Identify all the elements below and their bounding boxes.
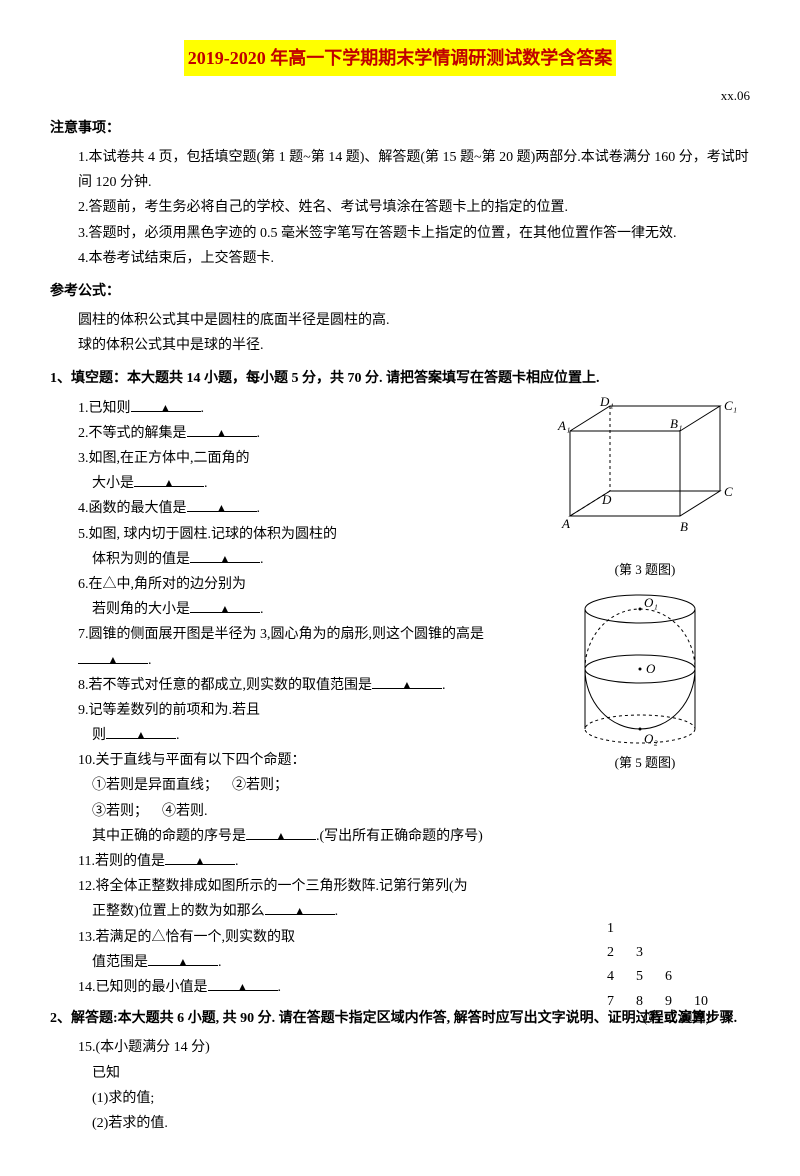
blank-icon — [246, 826, 316, 840]
label-A1: A₁ — [557, 418, 570, 433]
q3b-text: 大小是 — [92, 476, 134, 491]
tri-cell: 3 — [626, 942, 653, 964]
blank-icon — [190, 599, 260, 613]
label-A: A — [561, 516, 570, 531]
tri-cell: 1 — [597, 918, 624, 940]
q6a: 6.在△中,角所对的边分别为 — [50, 572, 530, 597]
q6b-text: 若则角的大小是 — [92, 602, 190, 617]
q6b: 若则角的大小是. — [50, 597, 530, 622]
q12a: 12.将全体正整数排成如图所示的一个三角形数阵.记第行第列(为 — [50, 874, 530, 899]
label-C1: C₁ — [724, 398, 737, 413]
date-tag: xx.06 — [50, 84, 750, 107]
q10b: ①若则是异面直线； ②若则； — [50, 773, 530, 798]
q14: 14.已知则的最小值是. — [50, 975, 530, 1000]
label-O1: O₁ — [644, 595, 658, 610]
q9b-text: 则 — [92, 728, 106, 743]
q5a: 5.如图, 球内切于圆柱.记球的体积为圆柱的 — [50, 522, 530, 547]
blank-icon — [265, 901, 335, 915]
notice-1: 1.本试卷共 4 页，包括填空题(第 1 题~第 14 题)、解答题(第 15 … — [50, 145, 750, 195]
q4-text: 4.函数的最大值是 — [78, 501, 187, 516]
q7-text: 7.圆锥的侧面展开图是半径为 3,圆心角为的扇形,则这个圆锥的高是 — [78, 627, 484, 642]
q10b1-text: ①若则是异面直线； — [92, 778, 218, 793]
tri-cell: 2 — [597, 942, 624, 964]
q11-text: 11.若则的值是 — [78, 854, 165, 869]
notice-3: 3.答题时，必须用黑色字迹的 0.5 毫米签字笔写在答题卡上指定的位置，在其他位… — [50, 221, 750, 246]
q1-text: 1.已知则 — [78, 401, 131, 416]
q10d-text: .(写出所有正确命题的序号) — [316, 829, 483, 844]
q12b-text: 正整数)位置上的数为如那么 — [92, 904, 265, 919]
tri-cell: 4 — [597, 966, 624, 988]
notice-2: 2.答题前，考生务必将自己的学校、姓名、考试号填涂在答题卡上的指定的位置. — [50, 195, 750, 220]
label-B1: B₁ — [670, 416, 682, 431]
q10b-row2: ③若则； ④若则. — [50, 799, 530, 824]
q4: 4.函数的最大值是. — [50, 496, 530, 521]
blank-icon — [106, 725, 176, 739]
q9b: 则. — [50, 723, 530, 748]
blank-icon — [372, 675, 442, 689]
q10c: 其中正确的命题的序号是 .(写出所有正确命题的序号) — [50, 824, 530, 849]
label-C: C — [724, 484, 733, 499]
blank-icon — [78, 650, 148, 664]
formula-2: 球的体积公式其中是球的半径. — [50, 333, 750, 358]
q15b: 已知 — [50, 1061, 750, 1086]
fig5-caption: (第 5 题图) — [540, 751, 750, 774]
q2-text: 2.不等式的解集是 — [78, 426, 187, 441]
q9a: 9.记等差数列的前项和为.若且 — [50, 698, 530, 723]
cube-figure: A B C D A₁ B₁ C₁ D₁ — [540, 396, 740, 556]
q3a: 3.如图,在正方体中,二面角的 — [50, 446, 530, 471]
q15d: (2)若求的值. — [50, 1111, 750, 1136]
notice-heading: 注意事项： — [50, 116, 750, 141]
q8-text: 8.若不等式对任意的都成立,则实数的取值范围是 — [78, 678, 372, 693]
q13b: 值范围是. — [50, 950, 530, 975]
blank-icon — [148, 952, 218, 966]
q13a: 13.若满足的△恰有一个,则实数的取 — [50, 925, 530, 950]
q3b: 大小是. — [50, 471, 530, 496]
cylinder-figure: O O₁ O₂ — [560, 589, 740, 749]
q7: 7.圆锥的侧面展开图是半径为 3,圆心角为的扇形,则这个圆锥的高是. — [50, 622, 530, 672]
tri-cell: 7 — [597, 991, 624, 1013]
blank-icon — [134, 473, 204, 487]
fig3-caption: (第 3 题图) — [540, 558, 750, 581]
q10b3-text: ③若则； — [92, 804, 148, 819]
q5b-text: 体积为则的值是 — [92, 552, 190, 567]
tri-cell: 5 — [626, 966, 653, 988]
q1: 1.已知则. — [50, 396, 530, 421]
q15c: (1)求的值; — [50, 1086, 750, 1111]
blank-icon — [187, 498, 257, 512]
label-O2: O₂ — [644, 731, 658, 746]
blank-icon — [131, 398, 201, 412]
blank-icon — [165, 851, 235, 865]
tri-cell: 6 — [655, 966, 682, 988]
formula-heading: 参考公式： — [50, 279, 750, 304]
blank-icon — [208, 977, 278, 991]
q11: 11.若则的值是. — [50, 849, 530, 874]
triangle-array: 1 23 456 78910 — [595, 916, 720, 1016]
page-title: 2019-2020 年高一下学期期末学情调研测试数学含答案 — [184, 40, 617, 76]
part1-heading: 1、填空题：本大题共 14 小题，每小题 5 分，共 70 分. 请把答案填写在… — [50, 366, 750, 391]
formula-1: 圆柱的体积公式其中是圆柱的底面半径是圆柱的高. — [50, 308, 750, 333]
q10b4-text: ④若则. — [162, 804, 208, 819]
q10a: 10.关于直线与平面有以下四个命题： — [50, 748, 530, 773]
notice-4: 4.本卷考试结束后，上交答题卡. — [50, 246, 750, 271]
blank-icon — [190, 549, 260, 563]
figures-panel: A B C D A₁ B₁ C₁ D₁ (第 3 题图) O O₁ — [540, 396, 750, 775]
q14-text: 14.已知则的最小值是 — [78, 980, 208, 995]
q13b-text: 值范围是 — [92, 955, 148, 970]
label-O: O — [646, 661, 656, 676]
blank-icon — [187, 423, 257, 437]
label-B: B — [680, 519, 688, 534]
q8: 8.若不等式对任意的都成立,则实数的取值范围是. — [50, 673, 530, 698]
label-D: D — [601, 492, 612, 507]
q10c-text: 其中正确的命题的序号是 — [92, 829, 246, 844]
q10b2-text: ②若则； — [232, 778, 288, 793]
q5b: 体积为则的值是. — [50, 547, 530, 572]
fig12-caption: (第 12 题图) — [643, 1006, 710, 1029]
q2: 2.不等式的解集是. — [50, 421, 530, 446]
q15a: 15.(本小题满分 14 分) — [50, 1035, 750, 1060]
label-D1: D₁ — [599, 396, 614, 409]
q12b: 正整数)位置上的数为如那么. — [50, 899, 530, 924]
